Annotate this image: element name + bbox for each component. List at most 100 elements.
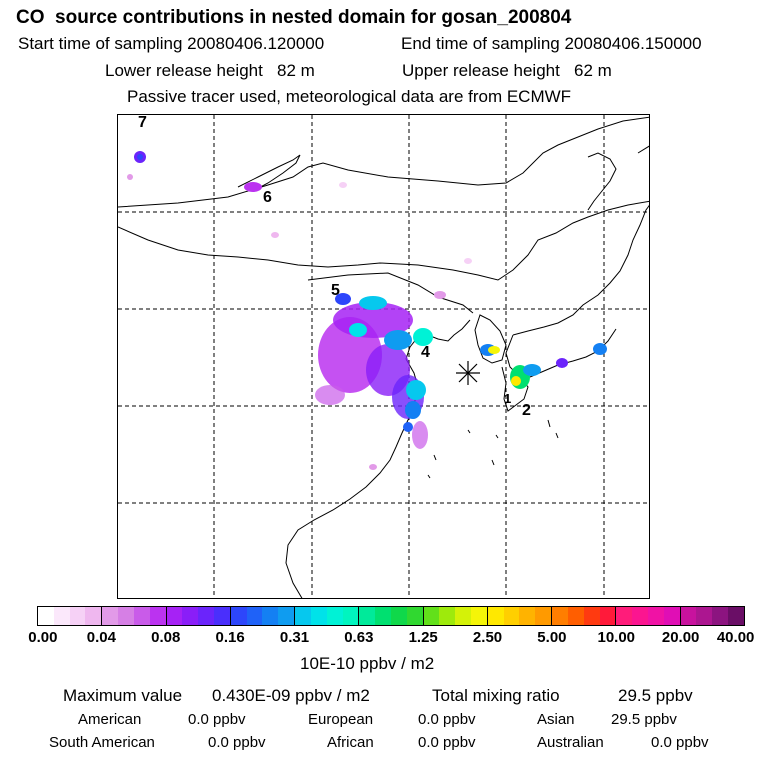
colorbar-swatch xyxy=(728,607,744,625)
colorbar-tick-label: 1.25 xyxy=(408,629,438,646)
map-panel: 7 6 5 4 1 2 xyxy=(117,114,650,599)
colorbar-swatch xyxy=(599,607,616,625)
region-value-american: 0.0 ppbv xyxy=(188,711,246,728)
colorbar-segment xyxy=(552,607,617,625)
region-label-5: 5 xyxy=(331,282,340,299)
colorbar-swatch xyxy=(342,607,359,625)
colorbar-segment xyxy=(616,607,681,625)
colorbar-tick-label: 0.08 xyxy=(151,629,181,646)
colorbar-swatch xyxy=(246,607,263,625)
colorbar-swatch xyxy=(102,607,119,625)
colorbar-unit: 10E-10 ppbv / m2 xyxy=(300,654,435,673)
colorbar-segment xyxy=(487,607,553,625)
region-name-australian: Australian xyxy=(537,734,604,751)
max-value-label: Maximum value xyxy=(63,686,183,705)
colorbar-swatch xyxy=(53,607,70,625)
colorbar-swatch xyxy=(680,607,697,625)
colorbar-swatch xyxy=(38,607,54,625)
colorbar-swatch xyxy=(230,607,247,625)
region-label-2: 2 xyxy=(522,402,531,419)
region-value-australian: 0.0 ppbv xyxy=(651,734,709,751)
colorbar-swatch xyxy=(663,607,680,625)
upper-release-label: Upper release height 62 m xyxy=(402,61,612,80)
region-label-1: 1 xyxy=(504,391,512,406)
colorbar-tick-label: 10.00 xyxy=(597,629,636,646)
colorbar-swatch xyxy=(295,607,311,625)
colorbar-segment xyxy=(38,607,103,625)
colorbar-swatch xyxy=(712,607,729,625)
colorbar-swatch xyxy=(326,607,343,625)
colorbar-swatch xyxy=(213,607,230,625)
colorbar-swatch xyxy=(166,607,183,625)
tracer-note: Passive tracer used, meteorological data… xyxy=(127,87,572,106)
colorbar-segment xyxy=(295,607,360,625)
colorbar-swatch xyxy=(503,607,520,625)
total-mixing-label: Total mixing ratio xyxy=(432,686,560,705)
receptor-site xyxy=(456,361,480,385)
colorbar-swatch xyxy=(133,607,150,625)
colorbar-swatch xyxy=(696,607,713,625)
colorbar-swatch xyxy=(616,607,633,625)
page-title: CO source contributions in nested domain… xyxy=(16,7,572,28)
colorbar-segment xyxy=(359,607,424,625)
colorbar-swatch xyxy=(278,607,295,625)
colorbar-swatch xyxy=(390,607,407,625)
colorbar-tick-label: 0.63 xyxy=(344,629,374,646)
colorbar-swatch xyxy=(535,607,552,625)
region-name-south-american: South American xyxy=(49,734,155,751)
source-plume xyxy=(127,151,607,470)
region-value-south-american: 0.0 ppbv xyxy=(208,734,266,751)
colorbar-swatch xyxy=(487,607,504,625)
max-value: 0.430E-09 ppbv / m2 xyxy=(212,686,370,705)
region-value-european: 0.0 ppbv xyxy=(418,711,476,728)
colorbar-swatch xyxy=(552,607,568,625)
colorbar-swatch xyxy=(583,607,600,625)
colorbar-swatch xyxy=(567,607,584,625)
colorbar-segment xyxy=(680,607,744,625)
colorbar-tick-label: 0.00 xyxy=(28,629,58,646)
colorbar-swatch xyxy=(632,607,649,625)
lower-release-label: Lower release height 82 m xyxy=(105,61,315,80)
region-name-european: European xyxy=(308,711,374,728)
colorbar-swatch xyxy=(149,607,166,625)
colorbar-tick-label: 5.00 xyxy=(537,629,567,646)
colorbar-tick-label: 0.31 xyxy=(279,629,310,646)
colorbar-tick-label: 0.16 xyxy=(215,629,245,646)
colorbar-swatch xyxy=(648,607,664,625)
colorbar-swatch xyxy=(406,607,423,625)
grid-lines xyxy=(118,115,649,598)
colorbar-tick-label: 20.00 xyxy=(661,629,700,646)
colorbar-swatch xyxy=(375,607,391,625)
colorbar-tick-label: 40.00 xyxy=(716,629,755,646)
colorbar-swatch xyxy=(439,607,456,625)
region-name-african: African xyxy=(327,734,374,751)
total-mixing-value: 29.5 ppbv xyxy=(618,686,693,705)
colorbar-segment xyxy=(230,607,296,625)
colorbar-swatch xyxy=(455,607,472,625)
region-name-american: American xyxy=(78,711,142,728)
colorbar-swatch xyxy=(423,607,440,625)
colorbar-swatch xyxy=(471,607,487,625)
colorbar-swatch xyxy=(359,607,376,625)
map-canvas xyxy=(118,115,649,598)
colorbar xyxy=(37,606,745,626)
colorbar-swatch xyxy=(310,607,327,625)
colorbar-swatch xyxy=(118,607,134,625)
colorbar-swatch xyxy=(69,607,86,625)
region-name-asian: Asian xyxy=(537,711,575,728)
region-label-7: 7 xyxy=(138,114,147,131)
region-value-asian: 29.5 ppbv xyxy=(611,711,677,728)
colorbar-swatch xyxy=(182,607,199,625)
colorbar-swatch xyxy=(519,607,536,625)
region-label-4: 4 xyxy=(421,344,430,361)
colorbar-swatch xyxy=(262,607,279,625)
start-time-label: Start time of sampling 20080406.120000 xyxy=(18,34,325,53)
end-time-label: End time of sampling 20080406.150000 xyxy=(401,34,702,53)
colorbar-segment xyxy=(102,607,167,625)
colorbar-swatch xyxy=(198,607,214,625)
region-label-6: 6 xyxy=(263,189,272,206)
colorbar-tick-label: 0.04 xyxy=(86,629,116,646)
colorbar-segment xyxy=(423,607,488,625)
region-value-african: 0.0 ppbv xyxy=(418,734,476,751)
colorbar-tick-label: 2.50 xyxy=(472,629,503,646)
